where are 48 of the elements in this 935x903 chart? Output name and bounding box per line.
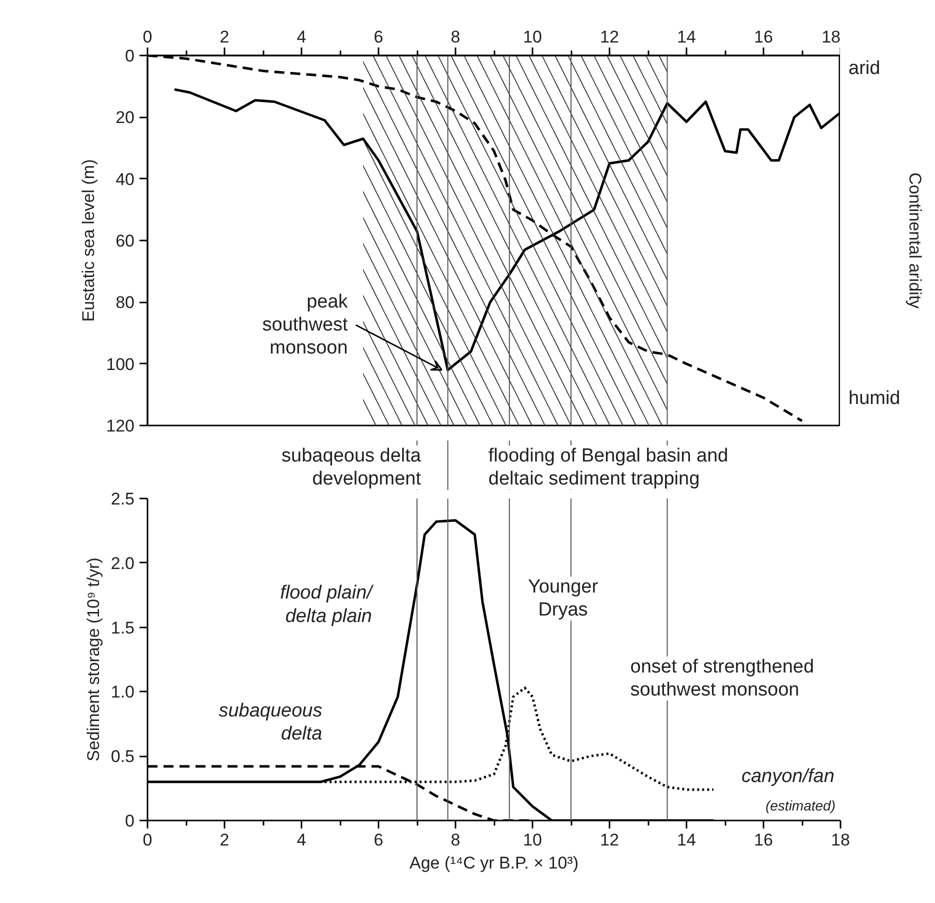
x-tick-label: 16 <box>754 830 773 850</box>
y-tick-label: 100 <box>106 354 135 374</box>
ref-line-label: Younger Dryas <box>528 576 599 621</box>
ref-line-label: flooding of Bengal basin and deltaic sediment trapping <box>488 446 728 490</box>
x-tick-label: 4 <box>296 830 306 850</box>
x-tick-label: 4 <box>296 28 306 46</box>
x-tick-label: 16 <box>754 28 773 46</box>
x-tick-label: 10 <box>523 28 542 46</box>
y2-axis-title: Continental aridity <box>906 172 924 310</box>
ref-line-label: subaqeous delta development <box>282 446 422 490</box>
ref-line-label: onset of strengthened southwest monsoon <box>630 656 814 701</box>
y-tick-label: 60 <box>116 232 135 250</box>
x-tick-label: 2 <box>220 830 230 850</box>
text: arid <box>848 58 880 79</box>
x-tick-label: 12 <box>600 28 619 46</box>
y-tick-label: 0 <box>125 46 135 66</box>
x-tick-label: 18 <box>831 830 850 850</box>
series-label: canyon/fan <box>741 766 834 788</box>
x-tick-label: 0 <box>142 830 152 850</box>
x-tick-label: 2 <box>220 28 230 46</box>
y-tick-label: 2.5 <box>110 490 135 508</box>
annotation: (estimated) <box>765 798 836 814</box>
x-tick-label: 8 <box>450 28 460 46</box>
y-axis-title: Eustatic sea level (m) <box>79 159 98 322</box>
y-tick-label: 80 <box>116 293 135 312</box>
x-tick-label: 14 <box>677 28 696 46</box>
y-tick-label: 0.5 <box>110 747 135 766</box>
x-tick-label: 14 <box>677 830 696 850</box>
x-axis-title: Age (¹⁴C yr B.P. × 10³) <box>409 854 579 872</box>
y-tick-label: 1.5 <box>110 618 135 638</box>
series-label: subaqueous delta <box>218 700 323 744</box>
x-tick-label: 6 <box>374 830 384 850</box>
y-tick-label: 120 <box>106 416 135 436</box>
x-tick-label: 0 <box>142 28 152 46</box>
y-tick-label: 0 <box>125 812 135 830</box>
series-label: flood plain/ delta plain <box>280 582 374 627</box>
annotation: peak southwest monsoon <box>262 291 349 359</box>
x-tick-label: 6 <box>374 28 384 46</box>
y-tick-label: 40 <box>116 170 135 189</box>
y-tick-label: 2.0 <box>110 554 135 573</box>
y-tick-label: 1.0 <box>110 682 135 702</box>
x-tick-label: 10 <box>523 830 542 850</box>
x-tick-label: 8 <box>450 830 460 850</box>
text: humid <box>848 388 900 409</box>
y-tick-label: 20 <box>116 108 135 128</box>
x-tick-label: 12 <box>600 830 619 850</box>
y-axis-title: Sediment storage (10⁹ t/yr) <box>84 558 103 762</box>
x-tick-label: 18 <box>822 28 841 46</box>
